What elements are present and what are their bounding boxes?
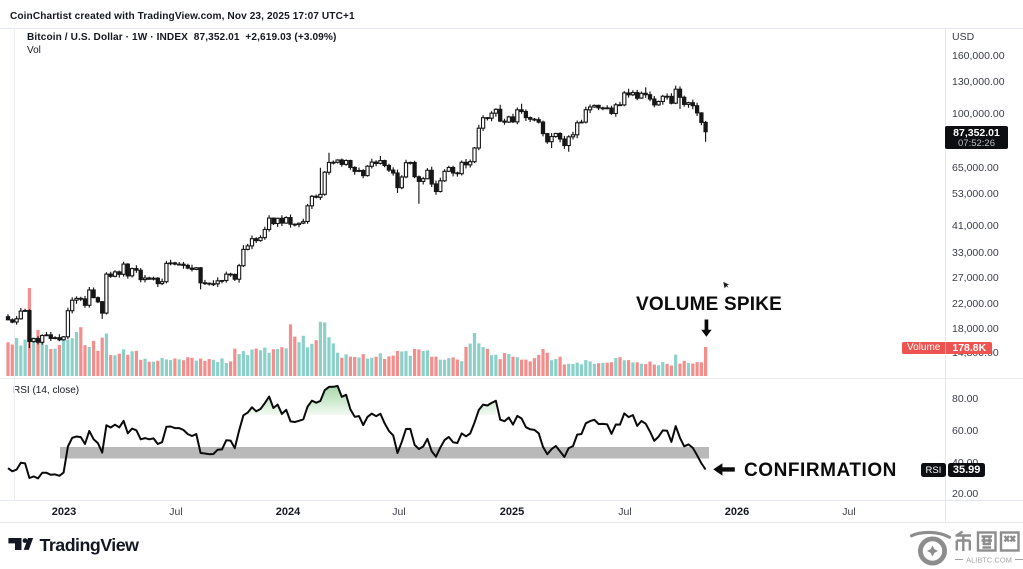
svg-text:ALIBTC.COM: ALIBTC.COM <box>966 556 1012 565</box>
